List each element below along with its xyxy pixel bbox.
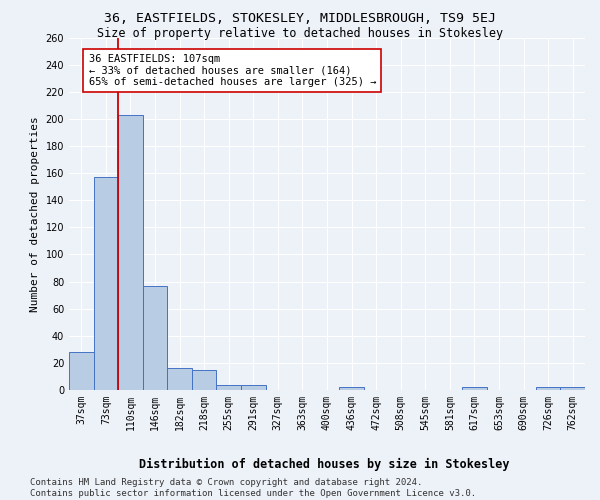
Bar: [118, 115, 143, 390]
Bar: [241, 384, 266, 390]
Text: Contains HM Land Registry data © Crown copyright and database right 2024.
Contai: Contains HM Land Registry data © Crown c…: [30, 478, 476, 498]
Y-axis label: Number of detached properties: Number of detached properties: [30, 116, 40, 312]
Bar: [143, 286, 167, 390]
Bar: [94, 177, 118, 390]
Text: Distribution of detached houses by size in Stokesley: Distribution of detached houses by size …: [139, 458, 509, 470]
Bar: [536, 388, 560, 390]
Bar: [69, 352, 94, 390]
Bar: [462, 388, 487, 390]
Bar: [217, 384, 241, 390]
Text: 36 EASTFIELDS: 107sqm
← 33% of detached houses are smaller (164)
65% of semi-det: 36 EASTFIELDS: 107sqm ← 33% of detached …: [89, 54, 376, 87]
Text: 36, EASTFIELDS, STOKESLEY, MIDDLESBROUGH, TS9 5EJ: 36, EASTFIELDS, STOKESLEY, MIDDLESBROUGH…: [104, 12, 496, 26]
Bar: [560, 388, 585, 390]
Text: Size of property relative to detached houses in Stokesley: Size of property relative to detached ho…: [97, 28, 503, 40]
Bar: [192, 370, 217, 390]
Bar: [339, 388, 364, 390]
Bar: [167, 368, 192, 390]
